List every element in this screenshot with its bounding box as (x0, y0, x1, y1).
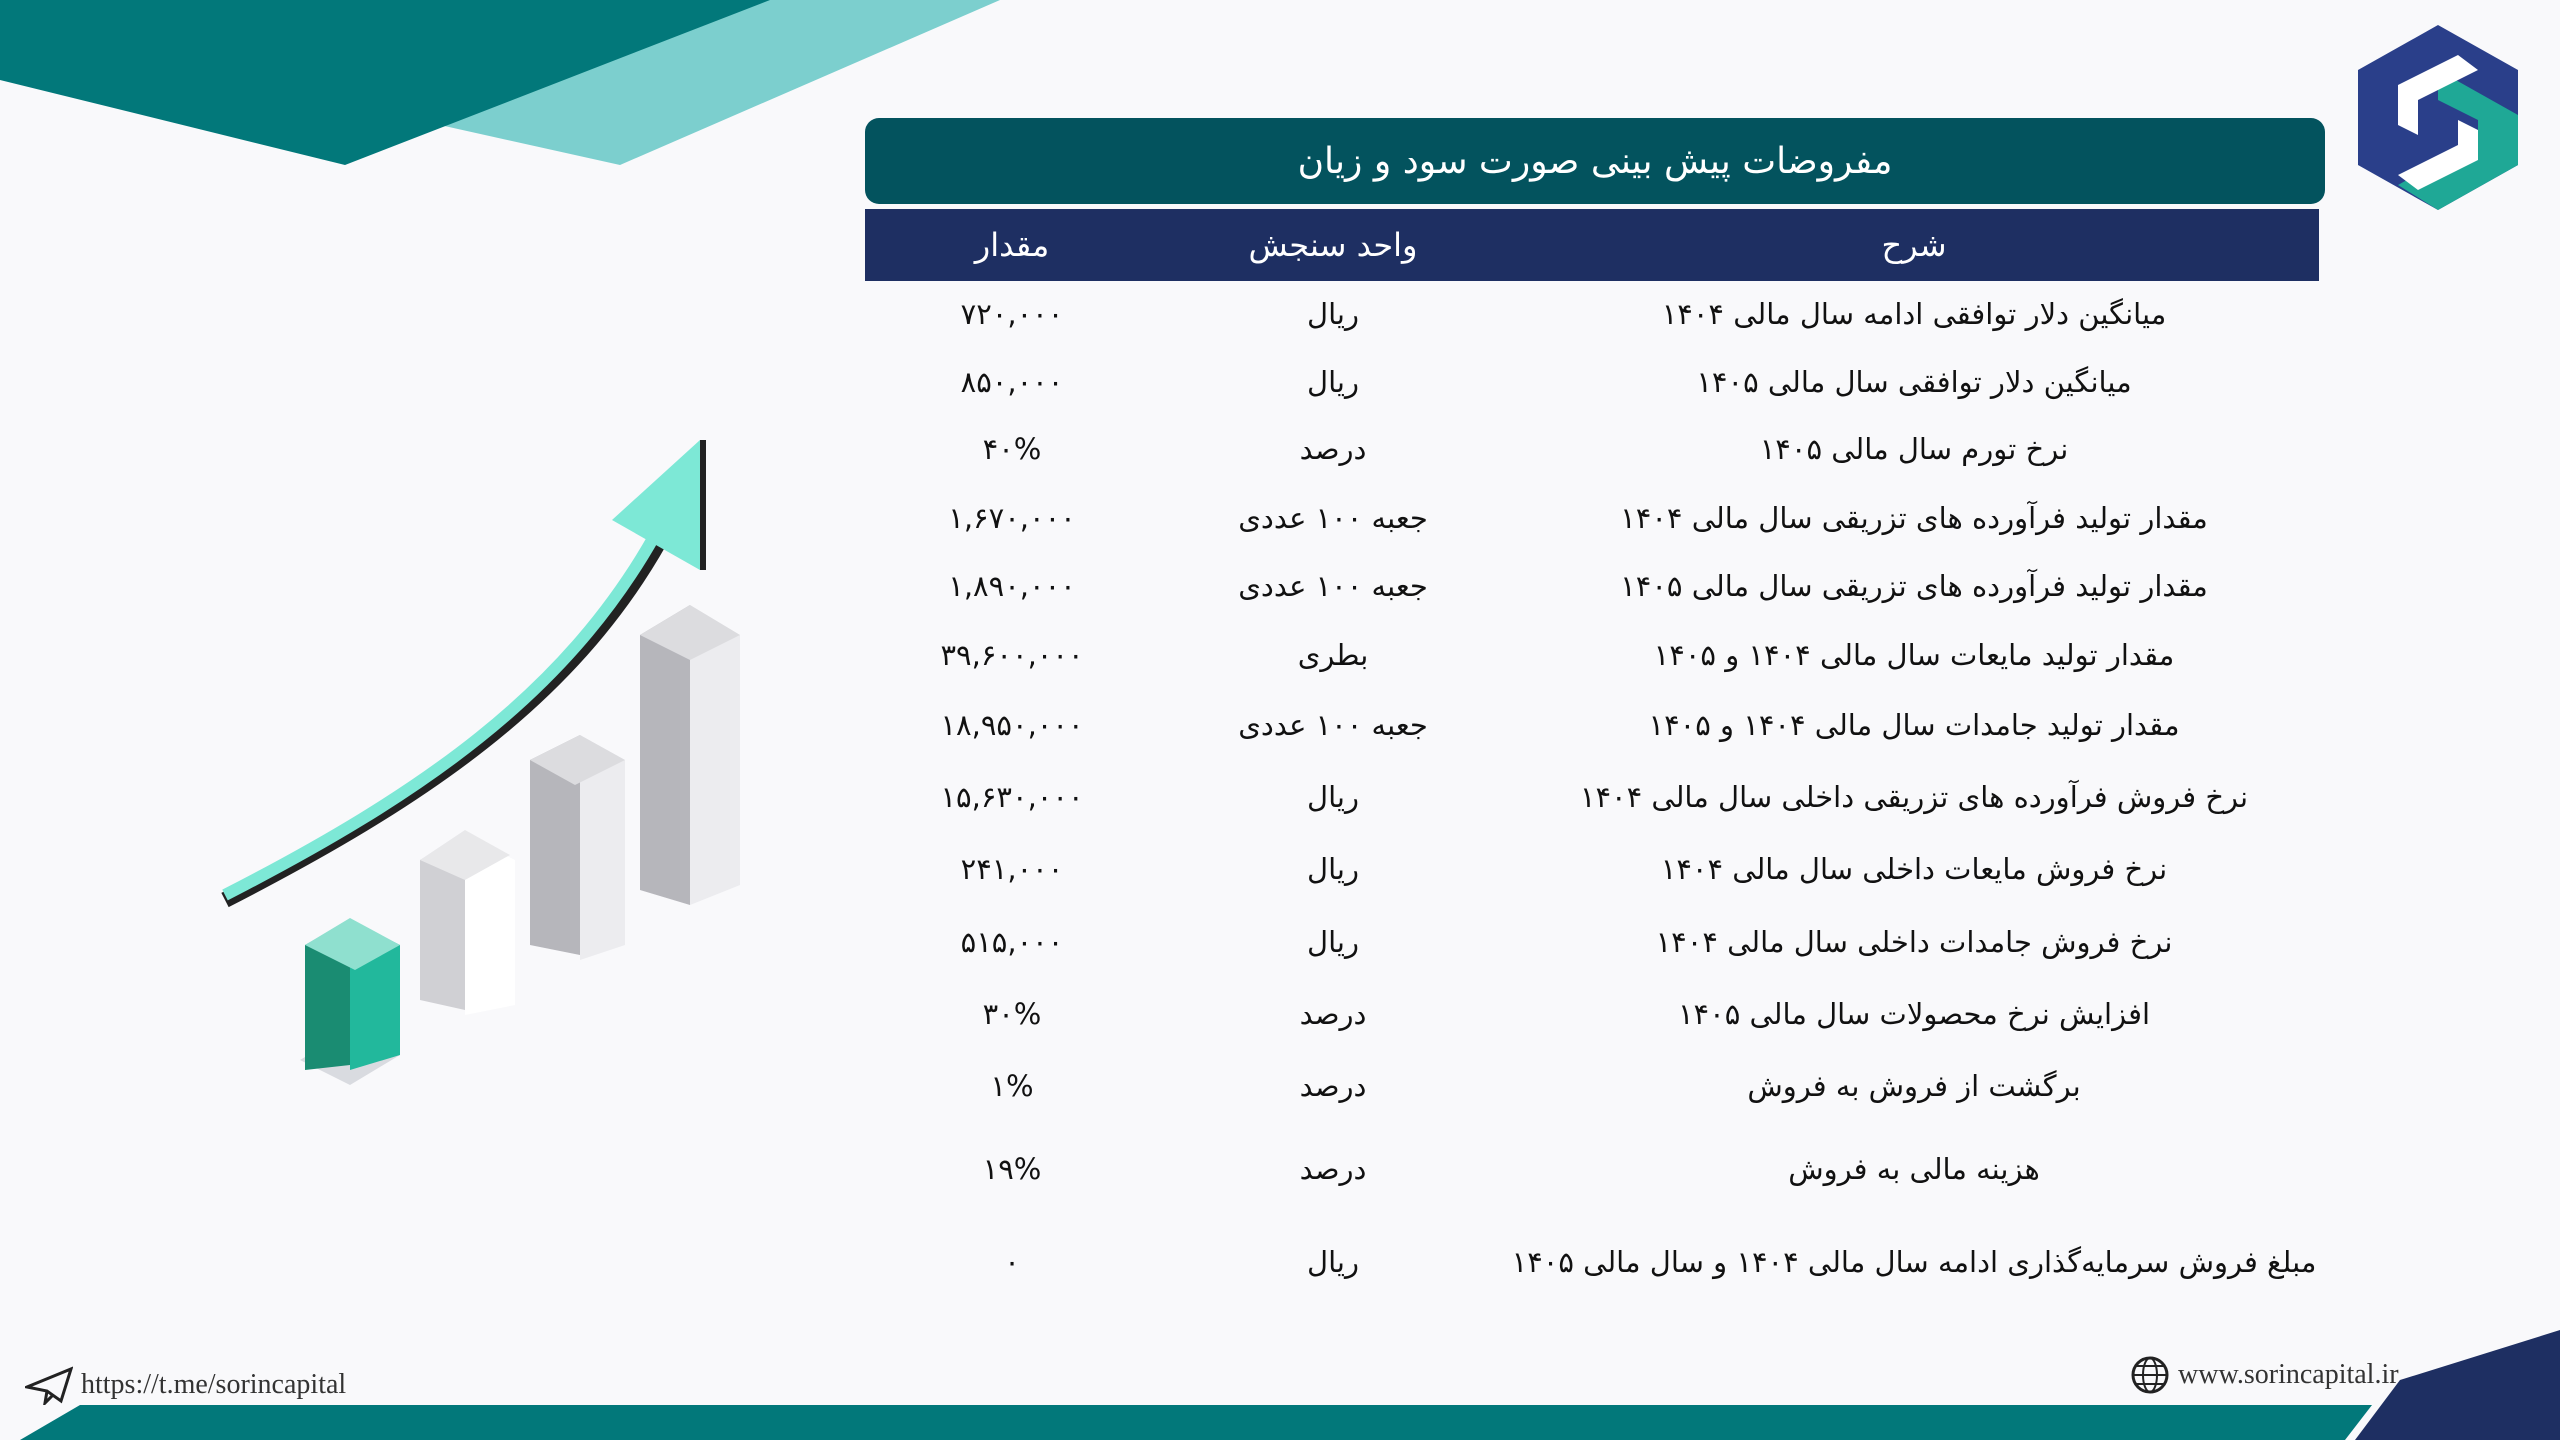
table-row: نرخ فروش فرآورده های تزریقی داخلی سال ما… (865, 767, 2319, 827)
row-description: نرخ تورم سال مالی ۱۴۰۵ (1759, 432, 2069, 466)
row-amount: ۱,۸۹۰,۰۰۰ (948, 569, 1076, 603)
row-amount: ۴۰% (982, 432, 1042, 466)
row-amount: ۲۴۱,۰۰۰ (960, 852, 1064, 886)
row-description: افزایش نرخ محصولات سال مالی ۱۴۰۵ (1677, 997, 2151, 1031)
row-unit: ریال (1307, 297, 1359, 331)
table-row: میانگین دلار توافقی ادامه سال مالی ۱۴۰۴ … (865, 284, 2319, 344)
table-row: نرخ فروش مایعات داخلی سال مالی ۱۴۰۴ ریال… (865, 839, 2319, 899)
table-row: برگشت از فروش به فروش درصد ۱% (865, 1056, 2319, 1116)
row-description: نرخ فروش جامدات داخلی سال مالی ۱۴۰۴ (1655, 925, 2173, 959)
table-row: مبلغ فروش سرمایه‌گذاری ادامه سال مالی ۱۴… (865, 1232, 2319, 1292)
row-unit: ریال (1307, 852, 1359, 886)
growth-chart-illustration (221, 440, 740, 1085)
table-row: مقدار تولید فرآورده های تزریقی سال مالی … (865, 488, 2319, 548)
row-unit: جعبه ۱۰۰ عددی (1238, 708, 1428, 742)
row-description: مقدار تولید مایعات سال مالی ۱۴۰۴ و ۱۴۰۵ (1653, 638, 2175, 672)
row-unit: درصد (1299, 432, 1367, 466)
page-title: مفروضات پیش بینی صورت سود و زیان (865, 118, 2325, 204)
globe-icon (2131, 1356, 2169, 1394)
bottom-right-navy-shape (2355, 1330, 2560, 1440)
row-description: هزینه مالی به فروش (1788, 1152, 2040, 1186)
row-unit: ریال (1307, 365, 1359, 399)
top-teal-band (0, 0, 770, 165)
row-description: برگشت از فروش به فروش (1747, 1069, 2081, 1103)
row-description: مقدار تولید فرآورده های تزریقی سال مالی … (1620, 501, 2208, 535)
row-unit: جعبه ۱۰۰ عددی (1238, 501, 1428, 535)
row-amount: ۷۲۰,۰۰۰ (960, 297, 1064, 331)
row-description: مقدار تولید فرآورده های تزریقی سال مالی … (1620, 569, 2208, 603)
table-row: افزایش نرخ محصولات سال مالی ۱۴۰۵ درصد ۳۰… (865, 984, 2319, 1044)
row-unit: بطری (1297, 638, 1369, 672)
table-header: شرح واحد سنجش مقدار (865, 209, 2319, 281)
bottom-teal-band (20, 1405, 2372, 1440)
row-amount: ۱,۶۷۰,۰۰۰ (948, 501, 1076, 535)
row-unit: درصد (1299, 997, 1367, 1031)
table-row: نرخ تورم سال مالی ۱۴۰۵ درصد ۴۰% (865, 419, 2319, 479)
row-unit: درصد (1299, 1152, 1367, 1186)
telegram-link[interactable]: https://t.me/sorincapital (25, 1365, 346, 1405)
paper-plane-icon (25, 1366, 73, 1405)
table-row: مقدار تولید مایعات سال مالی ۱۴۰۴ و ۱۴۰۵ … (865, 625, 2319, 685)
telegram-url: https://t.me/sorincapital (81, 1369, 347, 1400)
row-unit: ریال (1307, 1245, 1359, 1279)
row-description: مبلغ فروش سرمایه‌گذاری ادامه سال مالی ۱۴… (1511, 1245, 2317, 1279)
row-amount: ۱۵,۶۳۰,۰۰۰ (940, 780, 1084, 814)
row-description: نرخ فروش مایعات داخلی سال مالی ۱۴۰۴ (1660, 852, 2168, 886)
column-header-amount: مقدار (974, 226, 1050, 264)
row-amount: ۰ (1004, 1245, 1020, 1279)
table-row: مقدار تولید جامدات سال مالی ۱۴۰۴ و ۱۴۰۵ … (865, 695, 2319, 755)
website-link[interactable]: www.sorincapital.ir (2130, 1355, 2399, 1395)
row-unit: درصد (1299, 1069, 1367, 1103)
table-row: مقدار تولید فرآورده های تزریقی سال مالی … (865, 556, 2319, 616)
row-amount: ۱% (990, 1069, 1034, 1103)
website-url: www.sorincapital.ir (2178, 1359, 2399, 1390)
table-row: میانگین دلار توافقی سال مالی ۱۴۰۵ ریال ۸… (865, 352, 2319, 412)
row-amount: ۵۱۵,۰۰۰ (960, 925, 1064, 959)
row-description: میانگین دلار توافقی سال مالی ۱۴۰۵ (1696, 365, 2132, 399)
row-description: میانگین دلار توافقی ادامه سال مالی ۱۴۰۴ (1661, 297, 2167, 331)
row-amount: ۳۰% (982, 997, 1042, 1031)
row-amount: ۱۸,۹۵۰,۰۰۰ (940, 708, 1084, 742)
row-unit: جعبه ۱۰۰ عددی (1238, 569, 1428, 603)
table-row: نرخ فروش جامدات داخلی سال مالی ۱۴۰۴ ریال… (865, 912, 2319, 972)
row-description: نرخ فروش فرآورده های تزریقی داخلی سال ما… (1579, 780, 2249, 814)
row-amount: ۳۹,۶۰۰,۰۰۰ (940, 638, 1084, 672)
table-row: هزینه مالی به فروش درصد ۱۹% (865, 1139, 2319, 1199)
row-amount: ۱۹% (982, 1152, 1042, 1186)
row-unit: ریال (1307, 780, 1359, 814)
row-unit: ریال (1307, 925, 1359, 959)
column-header-unit: واحد سنجش (1248, 226, 1418, 264)
row-amount: ۸۵۰,۰۰۰ (960, 365, 1064, 399)
sorin-logo (2358, 25, 2518, 210)
row-description: مقدار تولید جامدات سال مالی ۱۴۰۴ و ۱۴۰۵ (1648, 708, 2180, 742)
column-header-description: شرح (1881, 226, 1947, 264)
